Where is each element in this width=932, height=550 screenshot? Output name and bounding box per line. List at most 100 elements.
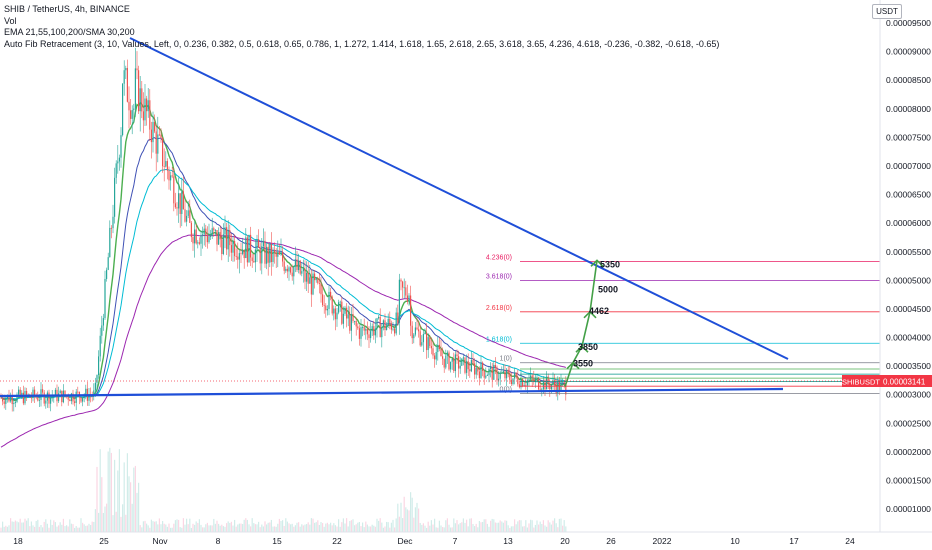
- price-tick-label: 0.00003500: [886, 361, 931, 371]
- candle-body: [114, 177, 116, 217]
- candle-body: [126, 68, 128, 102]
- candle-body: [38, 399, 40, 401]
- volume-bar: [339, 526, 341, 532]
- candle-body: [485, 375, 487, 378]
- volume-bar: [30, 521, 32, 532]
- symbol-title[interactable]: SHIB / TetherUS, 4h, BINANCE: [4, 4, 130, 14]
- candle-body: [445, 355, 447, 368]
- candle-body: [499, 372, 501, 379]
- volume-bar: [290, 524, 292, 532]
- volume-bar: [531, 520, 533, 532]
- fib-indicator-label[interactable]: Auto Fib Retracement (3, 10, Values, Lef…: [4, 38, 720, 49]
- plot-area[interactable]: [0, 0, 880, 532]
- candle-body: [254, 249, 256, 263]
- volume-bar: [307, 522, 309, 532]
- volume-bar: [32, 525, 34, 532]
- volume-bar: [488, 526, 490, 532]
- candle-body: [50, 396, 52, 404]
- candle-body: [192, 237, 194, 244]
- volume-bar: [501, 521, 503, 532]
- volume-bar: [486, 523, 488, 532]
- volume-bar: [51, 524, 53, 532]
- candle-body: [93, 390, 95, 397]
- volume-bar: [354, 525, 356, 532]
- current-price-tag: [842, 375, 932, 387]
- candle-body: [474, 363, 476, 375]
- candle-body: [234, 241, 236, 257]
- candle-body: [520, 379, 522, 388]
- volume-bar: [285, 518, 287, 532]
- candle-body: [197, 242, 199, 244]
- volume-bar: [250, 526, 252, 532]
- volume-bar: [490, 520, 492, 532]
- candle-body: [109, 227, 111, 258]
- candle-body: [299, 260, 301, 274]
- volume-bar: [115, 511, 117, 532]
- trendlines[interactable]: [0, 37, 789, 398]
- volume-bar: [101, 477, 103, 532]
- volume-bar: [264, 521, 266, 532]
- volume-bar: [315, 522, 317, 532]
- volume-bar: [411, 497, 413, 532]
- volume-bar: [192, 523, 194, 532]
- volume-bar: [256, 524, 258, 532]
- candle-body: [421, 342, 423, 346]
- candle-body: [384, 320, 386, 331]
- projection-value-label: 3550: [573, 359, 593, 369]
- candle-body: [144, 98, 146, 121]
- candle-body: [198, 242, 200, 244]
- volume-bar: [526, 527, 528, 532]
- volume-bar: [298, 522, 300, 532]
- candle-body: [539, 389, 541, 391]
- candle-body: [171, 175, 173, 177]
- upper-trendline[interactable]: [129, 37, 789, 360]
- support-line[interactable]: [0, 387, 784, 398]
- volume-bar: [280, 520, 282, 532]
- candle-body: [547, 376, 549, 385]
- candle-body: [477, 367, 479, 372]
- candle-body: [374, 328, 376, 336]
- time-axis[interactable]: 18 25 Nov 8 15 22 Dec 7 13 20 26 2022 10 17 24: [13, 536, 855, 546]
- quote-currency-button[interactable]: USDT: [872, 4, 902, 19]
- candle-body: [219, 232, 221, 240]
- volume-bar: [38, 526, 40, 532]
- volume-bar: [538, 524, 540, 532]
- ema-indicator-label[interactable]: EMA 21,55,100,200/SMA 30,200: [4, 27, 135, 37]
- volume-bar: [131, 503, 133, 532]
- candle-body: [422, 333, 424, 343]
- fib-level-label: 1.618(0): [486, 336, 512, 343]
- time-tick-label: 2022: [653, 536, 672, 546]
- volume-bar: [378, 520, 380, 532]
- volume-bar: [179, 527, 181, 532]
- volume-bar: [98, 512, 100, 532]
- candle-body: [141, 88, 143, 112]
- candle-body: [122, 83, 124, 136]
- volume-bar: [216, 520, 218, 532]
- candle-body: [293, 266, 295, 277]
- volume-bar: [368, 526, 370, 532]
- candle-body: [245, 237, 247, 259]
- candle-body: [70, 393, 72, 402]
- candle-body: [456, 354, 458, 357]
- candle-body: [482, 362, 484, 371]
- candle-body: [475, 367, 477, 375]
- volume-bar: [195, 521, 197, 532]
- price-axis[interactable]: 0.00009500 0.00009000 0.00008500 0.00008000…: [886, 18, 931, 514]
- volume-bar: [386, 521, 388, 532]
- candle-body: [250, 234, 252, 258]
- time-tick-label: 20: [560, 536, 570, 546]
- volume-bar: [269, 522, 271, 532]
- candle-body: [166, 161, 168, 171]
- price-tick-label: 0.00004000: [886, 333, 931, 343]
- volume-bar: [480, 522, 482, 532]
- volume-bar: [158, 518, 160, 532]
- volume-bar: [542, 520, 544, 532]
- volume-indicator-label[interactable]: Vol: [4, 15, 17, 26]
- volume-bar: [106, 503, 108, 532]
- volume-bar: [136, 492, 138, 532]
- volume-bar: [299, 526, 301, 532]
- candle-body: [336, 312, 338, 320]
- candle-body: [237, 256, 239, 260]
- candle-body: [453, 358, 455, 372]
